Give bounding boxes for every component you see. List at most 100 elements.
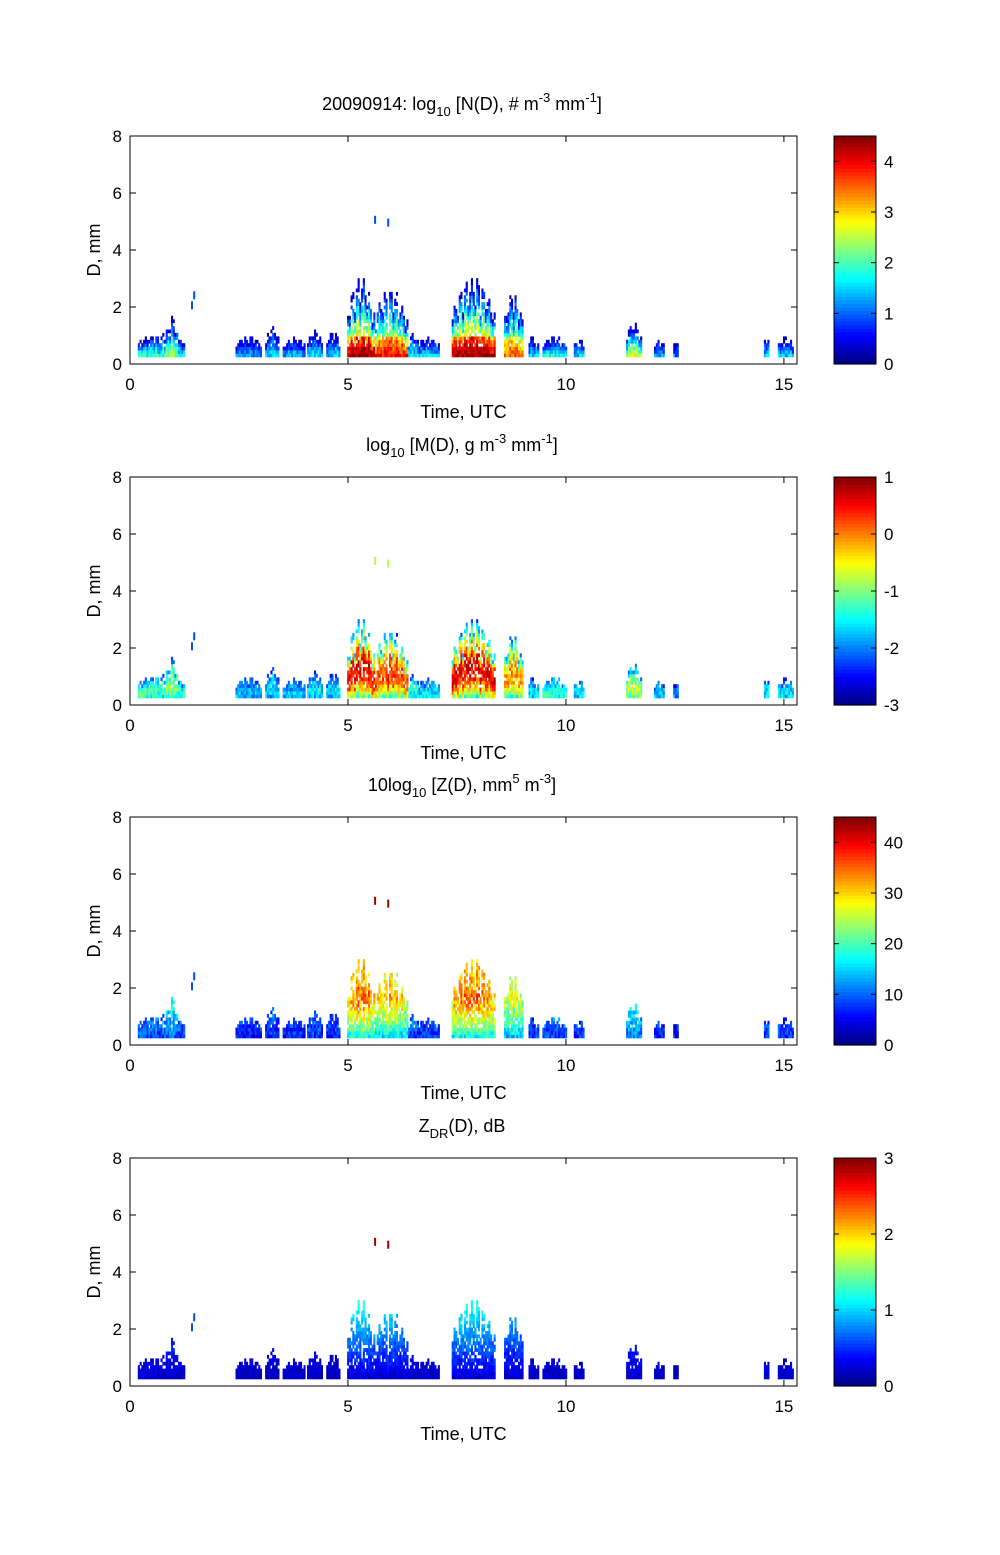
heatmap-cell xyxy=(545,687,548,692)
heatmap-cell xyxy=(484,1020,487,1025)
heatmap-cell xyxy=(319,1034,322,1039)
heatmap-cell xyxy=(394,336,397,341)
heatmap-cell xyxy=(565,687,568,692)
heatmap-cell xyxy=(472,650,475,654)
heatmap-cell xyxy=(287,687,290,692)
heatmap-cell xyxy=(239,350,242,354)
heatmap-cell xyxy=(544,691,547,695)
heatmap-cell xyxy=(472,346,475,351)
heatmap-cell xyxy=(368,332,371,337)
heatmap-cell xyxy=(375,1017,378,1022)
heatmap-cell xyxy=(380,680,383,685)
heatmap-cell xyxy=(303,343,306,347)
heatmap-cell xyxy=(277,1027,280,1032)
heatmap-cell xyxy=(392,1024,395,1028)
heatmap-cell xyxy=(505,332,508,337)
heatmap-cell xyxy=(427,687,430,692)
heatmap-cell xyxy=(460,1007,463,1011)
heatmap-cell xyxy=(171,691,174,695)
heatmap-cell xyxy=(150,353,153,358)
heatmap-cell xyxy=(169,684,172,688)
heatmap-cell xyxy=(144,1027,147,1032)
heatmap-cell xyxy=(334,346,337,351)
heatmap-cell xyxy=(300,350,303,354)
heatmap-cell xyxy=(406,1003,409,1008)
heatmap-cell xyxy=(249,350,252,354)
heatmap-cell xyxy=(251,680,254,685)
heatmap-cell xyxy=(469,298,472,303)
heatmap-cell xyxy=(423,684,426,688)
heatmap-cell xyxy=(627,329,630,334)
heatmap-cell xyxy=(331,1031,334,1035)
heatmap-cell xyxy=(509,653,512,658)
heatmap-cell xyxy=(158,694,161,699)
heatmap-cell xyxy=(528,346,531,351)
heatmap-cell xyxy=(357,670,360,675)
heatmap-cell xyxy=(242,684,245,688)
heatmap-cell xyxy=(406,691,409,695)
heatmap-cell xyxy=(380,1020,383,1025)
heatmap-cell xyxy=(465,629,468,634)
heatmap-cell xyxy=(661,350,664,354)
heatmap-cell xyxy=(352,694,355,699)
heatmap-cell xyxy=(511,353,514,358)
heatmap-cell xyxy=(387,339,390,344)
heatmap-cell xyxy=(533,691,536,695)
heatmap-cell xyxy=(626,339,629,344)
heatmap-cell xyxy=(171,1013,174,1018)
heatmap-cell xyxy=(320,1031,323,1035)
heatmap-cell xyxy=(634,680,637,685)
heatmap-cell xyxy=(251,1034,254,1039)
heatmap-cell xyxy=(674,691,677,695)
heatmap-cell xyxy=(420,346,423,351)
heatmap-cell xyxy=(451,687,454,692)
heatmap-cell xyxy=(368,983,371,987)
heatmap-cell xyxy=(402,660,405,665)
heatmap-cell xyxy=(413,691,416,695)
heatmap-cell xyxy=(458,329,461,334)
heatmap-cell xyxy=(531,336,534,341)
heatmap-cell xyxy=(389,660,392,665)
heatmap-cell xyxy=(143,1031,146,1035)
heatmap-cell xyxy=(392,663,395,668)
heatmap-cell xyxy=(486,326,489,330)
heatmap-cell xyxy=(460,1017,463,1022)
heatmap-cell xyxy=(247,350,250,354)
heatmap-cell xyxy=(505,1027,508,1032)
heatmap-cell xyxy=(389,291,392,296)
heatmap-cell xyxy=(463,986,466,991)
heatmap-cell xyxy=(460,336,463,341)
heatmap-cell xyxy=(493,1034,496,1039)
heatmap-cell xyxy=(362,691,365,695)
heatmap-cell xyxy=(467,691,470,695)
heatmap-cell xyxy=(483,291,486,296)
heatmap-cell xyxy=(385,979,388,984)
heatmap-cell xyxy=(389,673,392,678)
heatmap-cell xyxy=(244,691,247,695)
heatmap-cell xyxy=(348,660,351,665)
heatmap-cell xyxy=(626,691,629,695)
heatmap-cell xyxy=(282,691,285,695)
heatmap-cell xyxy=(784,353,787,358)
heatmap-cell xyxy=(561,353,564,358)
heatmap-cell xyxy=(479,677,482,682)
heatmap-cell xyxy=(458,636,461,641)
heatmap-cell xyxy=(247,1031,250,1035)
heatmap-cell xyxy=(385,312,388,317)
heatmap-cell xyxy=(385,302,388,306)
heatmap-cell xyxy=(504,663,507,668)
heatmap-cells xyxy=(137,215,794,358)
heatmap-cell xyxy=(244,1024,247,1028)
heatmap-cell xyxy=(420,1027,423,1032)
heatmap-cell xyxy=(155,1034,158,1039)
heatmap-cell xyxy=(357,278,360,282)
heatmap-cell xyxy=(467,663,470,668)
heatmap-cell xyxy=(488,1027,491,1032)
heatmap-cell xyxy=(488,336,491,341)
heatmap-cell xyxy=(171,670,174,675)
heatmap-cell xyxy=(362,677,365,682)
heatmap-cell xyxy=(382,1000,385,1005)
heatmap-cell xyxy=(504,343,507,347)
heatmap-cell xyxy=(357,673,360,678)
heatmap-cell xyxy=(474,993,477,998)
